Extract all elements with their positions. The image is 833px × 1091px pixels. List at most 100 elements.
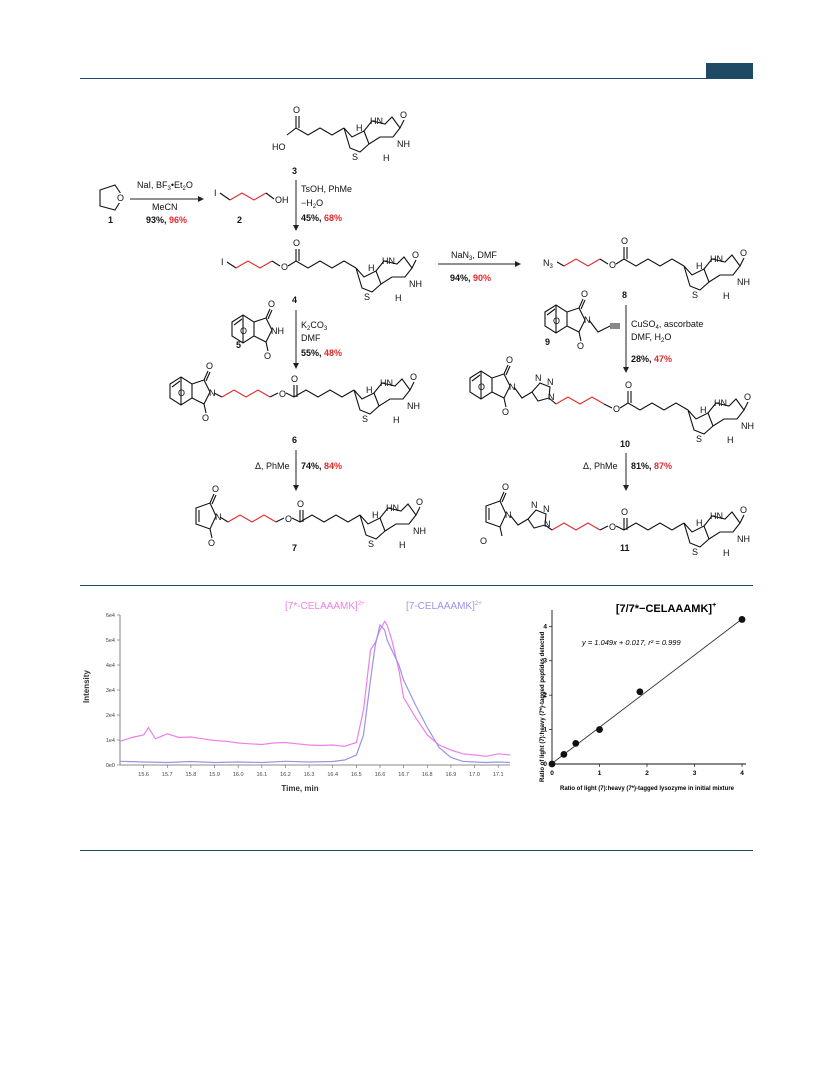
svg-text:O: O [208, 538, 215, 548]
compound-4: I O O S H HN NH O H 4 [221, 238, 422, 305]
x-tick-label: 16.1 [256, 772, 267, 778]
svg-text:5: 5 [236, 340, 241, 350]
atom-label: H [356, 123, 363, 133]
svg-text:O: O [285, 514, 292, 524]
svg-text:H: H [696, 261, 703, 271]
svg-text:S: S [362, 414, 368, 424]
svg-text:H: H [700, 405, 707, 415]
svg-text:O: O [240, 326, 247, 336]
svg-text:N3: N3 [543, 258, 554, 270]
svg-text:O: O [740, 248, 747, 258]
y-axis-label: Ratio of light (7):heavy (7*)-tagged pep… [540, 631, 546, 782]
reaction-step-7: Δ, PhMe 81%, 87% [583, 453, 672, 491]
y-tick-label: 3e4 [106, 688, 115, 694]
svg-text:O: O [621, 236, 628, 246]
x-tick-label: 2 [645, 770, 649, 777]
x-tick-label: 3 [693, 770, 697, 777]
svg-text:TsOH, PhMe: TsOH, PhMe [301, 184, 352, 194]
y-tick-label: 2 [543, 692, 547, 699]
svg-text:MeCN: MeCN [152, 202, 178, 212]
svg-text:NaI, BF3•Et2O: NaI, BF3•Et2O [137, 180, 193, 192]
calibration-chart: 0 1 2 3 4 0 1 2 3 4 [7/7*−CELAAAMK]+ y = 1.049x +… [540, 602, 746, 792]
x-tick-label: 15.7 [162, 772, 173, 778]
svg-text:O: O [202, 413, 209, 423]
svg-text:7: 7 [292, 543, 297, 553]
svg-text:NH: NH [737, 277, 750, 287]
svg-text:Δ, PhMe: Δ, PhMe [583, 461, 618, 471]
svg-text:74%, 84%: 74%, 84% [301, 461, 342, 471]
svg-text:K2CO3: K2CO3 [301, 320, 328, 332]
x-tick-label: 16.6 [375, 772, 386, 778]
svg-text:H: H [393, 415, 400, 425]
svg-text:S: S [696, 434, 702, 444]
x-tick-label: 15.8 [186, 772, 197, 778]
svg-text:H: H [395, 293, 402, 303]
svg-text:O: O [744, 392, 751, 402]
svg-text:DMF, H2O: DMF, H2O [631, 332, 671, 344]
svg-text:NH: NH [409, 279, 422, 289]
y-tick-label: 5e4 [106, 638, 115, 644]
chromatogram-chart: 15.6 15.7 15.8 15.9 16.0 16.1 16.2 16.3 16.4 16.5… [82, 601, 511, 793]
atom-label: HN [370, 116, 383, 126]
svg-text:O: O [297, 499, 304, 509]
footer-rule [80, 850, 753, 851]
svg-text:N: N [548, 392, 555, 402]
svg-text:O: O [502, 482, 509, 492]
compound-11: O N O N N N O O S H HN NH O H 11 [480, 482, 750, 558]
legend-pink: [7*-CELAAAMK]2+ [285, 601, 365, 612]
y-tick-label: 1 [543, 727, 547, 734]
svg-text:O: O [206, 361, 213, 371]
svg-text:4: 4 [292, 295, 297, 305]
x-tick-label: 0 [550, 770, 554, 777]
svg-text:N: N [535, 373, 542, 383]
data-point [572, 739, 580, 747]
svg-text:CuSO4, ascorbate: CuSO4, ascorbate [631, 319, 703, 331]
legend-blue: [7-CELAAAMK]2+ [406, 601, 482, 612]
svg-text:HN: HN [386, 503, 399, 513]
svg-text:HN: HN [382, 256, 395, 266]
atom-label: HO [272, 142, 286, 152]
svg-text:O: O [416, 497, 423, 507]
x-tick-label: 1 [598, 770, 602, 777]
reaction-step-3: NaN3, DMF 94%, 90% [438, 250, 521, 283]
y-tick-label: 3 [543, 658, 547, 665]
svg-text:N: N [209, 388, 216, 398]
synthesis-scheme: O HO S H HN NH O H 3 O 1 NaI, BF3•Et2O M… [99, 105, 754, 558]
svg-text:O: O [480, 536, 487, 546]
fit-equation: y = 1.049x + 0.017, r² = 0.999 [581, 638, 681, 647]
y-tick-label: 4e4 [106, 663, 115, 669]
x-tick-label: 17.1 [493, 772, 504, 778]
y-tick-label: 1e4 [106, 738, 115, 744]
svg-text:O: O [478, 382, 485, 392]
svg-text:HN: HN [714, 398, 727, 408]
compound-5: O O NH O 5 [231, 299, 284, 361]
svg-text:H: H [372, 510, 379, 520]
compound-10: O O N O N N N O O S H HN NH O H 10 [469, 355, 754, 449]
reaction-step-1: NaI, BF3•Et2O MeCN 93%, 96% [130, 180, 204, 225]
x-axis-label: Time, min [281, 784, 318, 793]
svg-text:OH: OH [275, 195, 289, 205]
svg-text:HN: HN [710, 254, 723, 264]
svg-text:H: H [368, 263, 375, 273]
svg-text:O: O [621, 507, 628, 517]
svg-text:NH: NH [271, 326, 284, 336]
svg-text:NH: NH [413, 526, 426, 536]
x-tick-label: 16.3 [304, 772, 315, 778]
svg-text:O: O [412, 250, 419, 260]
fit-line [551, 618, 743, 764]
svg-text:Δ, PhMe: Δ, PhMe [255, 461, 290, 471]
svg-text:O: O [553, 316, 560, 326]
compound-number: 3 [292, 166, 297, 176]
svg-text:H: H [723, 291, 730, 301]
x-tick-label: 16.9 [446, 772, 457, 778]
svg-text:S: S [692, 290, 698, 300]
svg-text:N: N [215, 512, 222, 522]
data-point [738, 616, 746, 623]
svg-text:45%, 68%: 45%, 68% [301, 213, 342, 223]
compound-1: O 1 [99, 184, 125, 225]
atom-label: O [293, 105, 300, 115]
svg-text:6: 6 [292, 435, 297, 445]
svg-text:11: 11 [620, 543, 630, 553]
svg-text:H: H [696, 518, 703, 528]
svg-text:I: I [214, 188, 217, 198]
